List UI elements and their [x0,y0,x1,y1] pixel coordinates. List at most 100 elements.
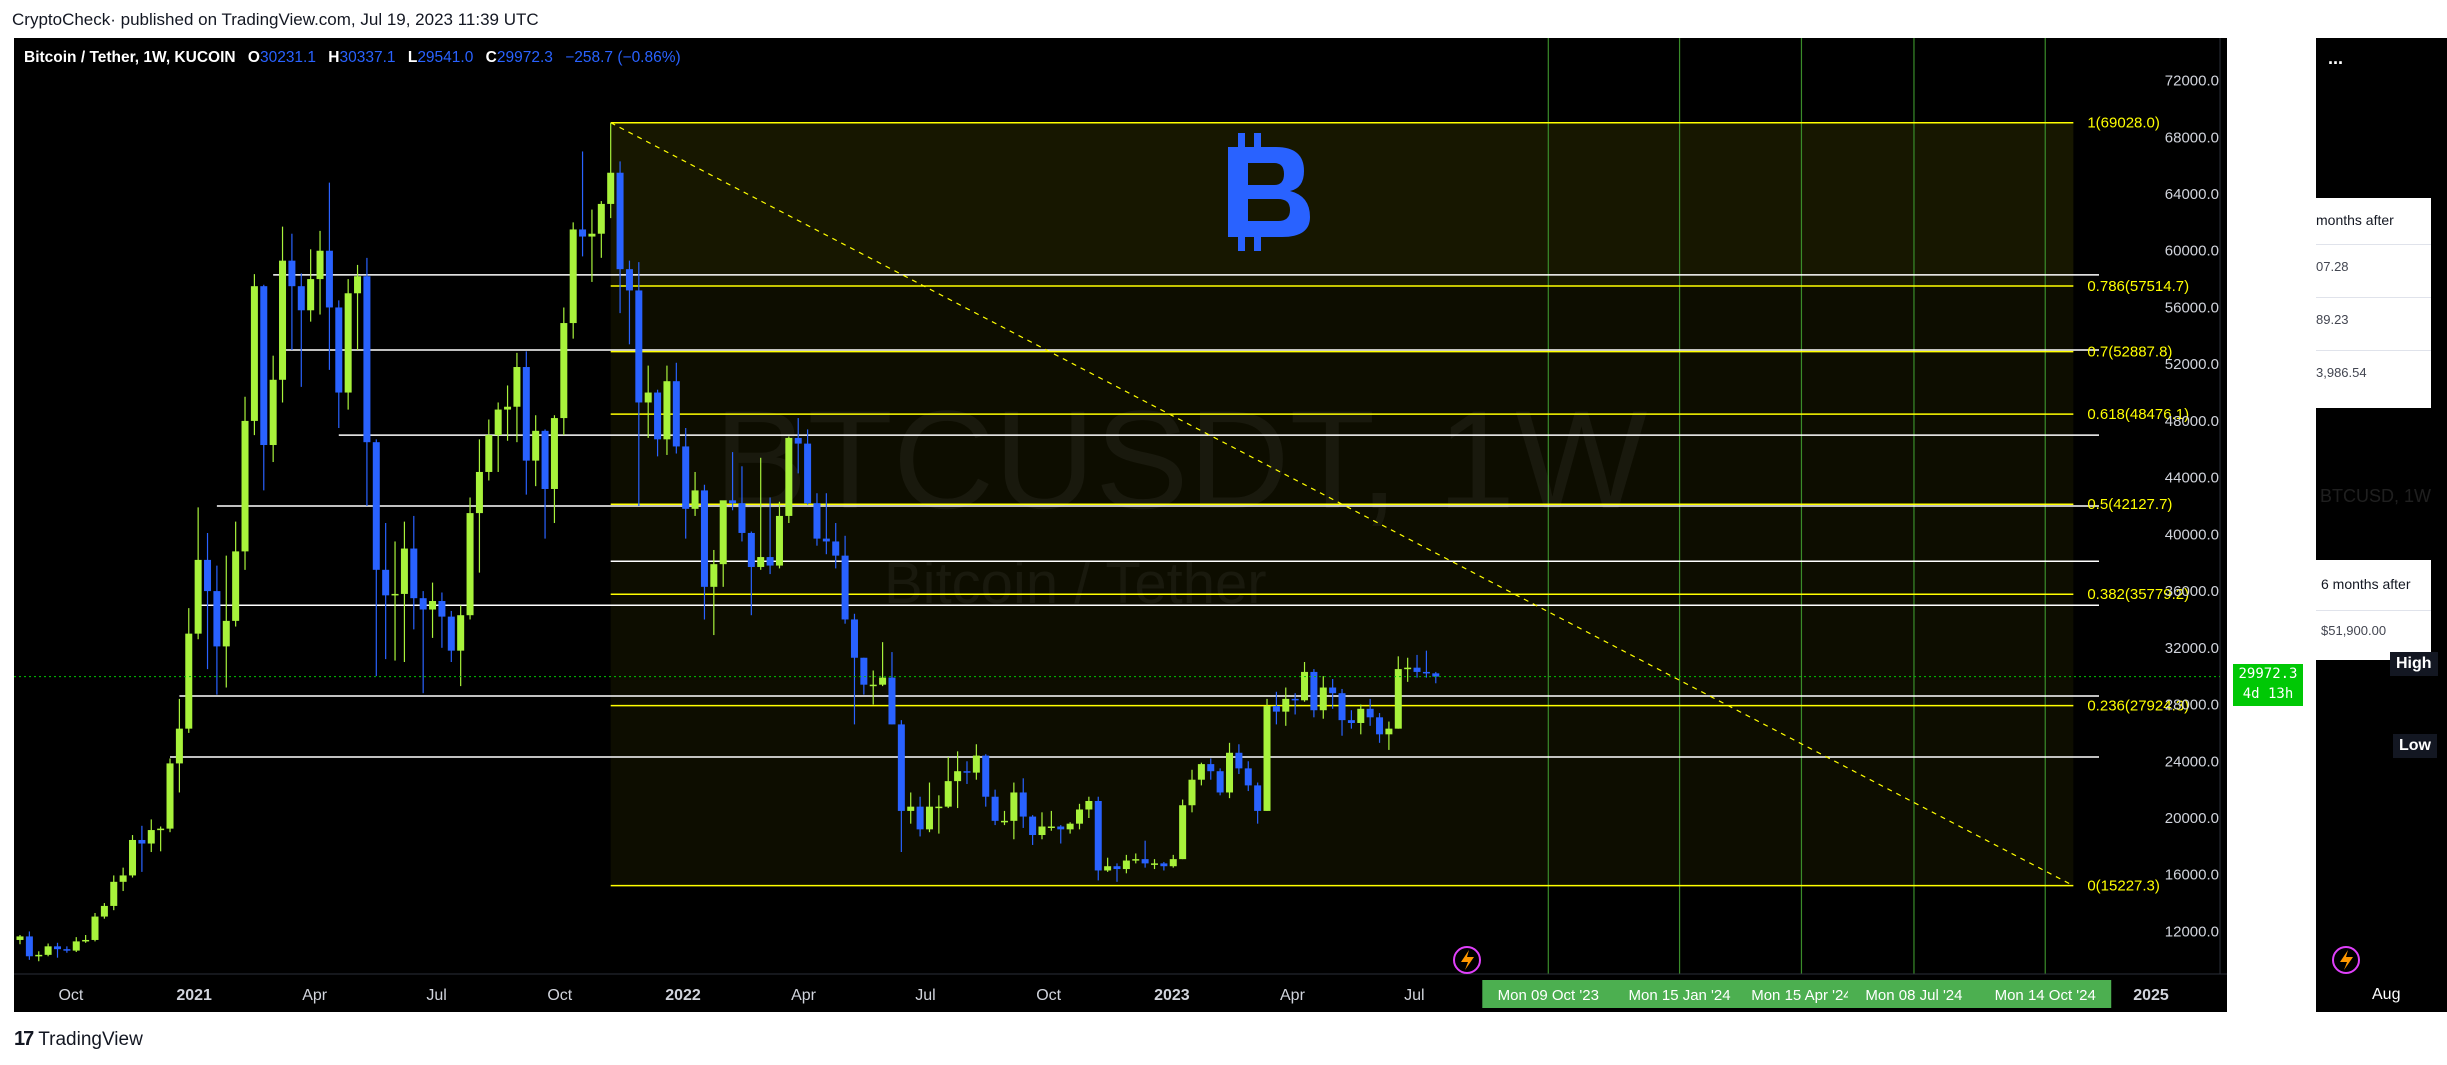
candle [550,415,558,524]
candle-body [1085,800,1093,810]
candle [963,761,971,784]
candle [129,835,137,878]
y-tick-label: 36000.0 [2165,583,2219,600]
candle-body [1075,809,1083,824]
flash-icon[interactable] [1453,946,1481,974]
candle [954,751,962,809]
y-tick-label: 72000.0 [2165,73,2219,90]
candle-body [485,435,493,472]
candle-body [260,286,268,446]
candle [522,351,530,495]
candle [907,792,915,824]
candle-body [1357,708,1365,723]
candle-body [447,616,455,651]
price-axis [2220,38,2227,1012]
candle-body [954,771,962,782]
candle-body [213,591,221,647]
candle-body [400,548,408,594]
axes: 72000.0 68000.0 64000.0 60000.0 56000.0 52000… [14,38,2227,1012]
candle [429,582,437,638]
candle [1357,704,1365,735]
candle [1038,812,1046,840]
candle [597,201,605,258]
candle [944,757,952,809]
candle-body [307,279,315,311]
candle-body [1226,752,1234,793]
y-tick-label: 44000.0 [2165,470,2219,487]
candle [1113,863,1121,882]
candle-body [1047,826,1055,829]
candle [1132,853,1140,864]
candle-body [907,806,915,811]
side-card-1-row: 07.28 [2316,245,2431,298]
time-label-box [1847,980,1980,1008]
y-tick-label: 40000.0 [2165,526,2219,543]
candle-body [1404,667,1412,670]
candle [1413,654,1421,678]
candle [841,535,849,624]
candle-body [982,755,990,797]
candle [644,365,652,438]
x-tick-label: Jul [426,987,446,1004]
candle-body [288,260,296,287]
candle [194,507,202,640]
candle-body [222,620,230,647]
candle [297,273,305,387]
fib-level-label: 1(69028.0) [2087,115,2160,132]
candle [1404,657,1412,682]
candle [719,500,727,587]
candle [513,352,521,443]
candle [616,161,624,314]
candle [166,758,174,833]
candle-body [1216,771,1224,793]
bitcoin-logo [1228,133,1310,251]
fib-level-label: 0.5(42127.7) [2087,496,2172,513]
side-axis-label: Aug [2372,986,2400,1003]
candle [1432,671,1440,684]
candle [879,642,887,687]
candle [1151,859,1159,870]
candle-body [775,515,783,566]
candle-body [841,555,849,620]
candle-body [44,946,52,955]
candle-body [972,755,980,773]
fib-trend-line [610,122,2074,887]
candle [185,608,193,733]
candle-body [991,796,999,821]
candle [691,471,699,516]
fib-level-label: 0.7(52887.8) [2087,344,2172,361]
legend-l-value: 29541.0 [417,49,474,66]
candle [1235,744,1243,775]
candle-body [522,367,530,461]
candle-body [504,406,512,410]
candle-body [1282,698,1290,712]
side-card-1-row: 3,986.54 [2316,365,2367,380]
candle-body [560,323,568,419]
price-chart[interactable]: BTCUSDT, 1W Bitcoin / Tether 1(69028.0)0… [14,38,2227,1012]
candle-body [644,392,652,403]
candle [307,249,315,322]
side-menu-icon[interactable]: ... [2328,48,2343,68]
time-label-box [1735,980,1868,1008]
candle [1010,782,1018,840]
candle-body [250,286,258,421]
candle [1263,698,1271,811]
candle [1075,803,1083,830]
candle-body [16,936,24,940]
candle-body [138,839,146,844]
candle [1376,713,1384,743]
candle [222,555,230,688]
candle [1291,693,1299,715]
footer-brand[interactable]: 17 TradingView [14,1028,143,1051]
candle-body [129,839,137,876]
candle-body [354,276,362,294]
candle [850,613,858,725]
candle-body [1319,687,1327,711]
candle [869,670,877,705]
candle [232,521,240,627]
candle-body [1122,860,1130,870]
candle [888,652,896,725]
candle-body [879,677,887,685]
candle-body [1019,792,1027,817]
side-flash-icon[interactable] [2332,946,2360,974]
